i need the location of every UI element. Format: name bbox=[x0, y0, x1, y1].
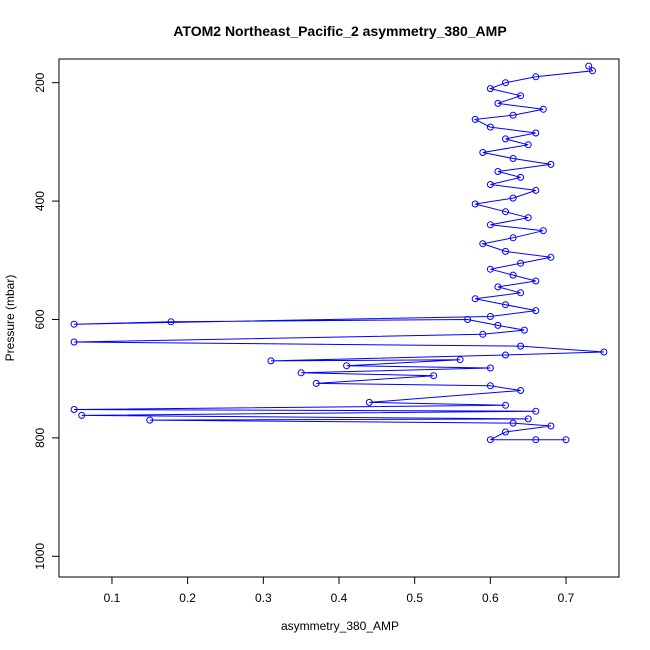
data-point bbox=[524, 214, 532, 222]
data-point bbox=[517, 342, 525, 350]
data-point bbox=[562, 436, 570, 444]
plot-frame bbox=[58, 58, 620, 578]
y-tick-label: 200 bbox=[33, 72, 47, 92]
data-point bbox=[70, 406, 78, 413]
x-axis-label: asymmetry_380_AMP bbox=[281, 619, 399, 633]
data-point bbox=[494, 99, 502, 107]
data-point bbox=[78, 411, 86, 419]
data-point bbox=[486, 265, 494, 273]
data-point bbox=[494, 168, 502, 175]
data-point bbox=[532, 186, 540, 194]
data-point bbox=[539, 105, 547, 113]
x-tick-label: 0.7 bbox=[558, 591, 575, 605]
data-point bbox=[509, 111, 517, 119]
data-point bbox=[486, 382, 494, 390]
data-point bbox=[532, 407, 540, 415]
x-tick-label: 0.5 bbox=[406, 591, 423, 605]
series-line bbox=[74, 65, 604, 441]
data-point bbox=[479, 149, 487, 156]
x-axis: 0.1 0.2 0.3 0.4 0.5 0.6 0.7 bbox=[104, 577, 575, 605]
data-point bbox=[486, 123, 494, 131]
data-point bbox=[589, 67, 596, 75]
y-tick-label: 400 bbox=[33, 191, 47, 211]
x-tick-label: 0.4 bbox=[331, 591, 348, 605]
data-point bbox=[509, 419, 517, 427]
data-point bbox=[70, 338, 78, 346]
data-point bbox=[486, 313, 494, 320]
data-point bbox=[471, 115, 479, 123]
data-point bbox=[502, 351, 509, 359]
data-point bbox=[312, 379, 320, 387]
data-point bbox=[486, 181, 494, 188]
data-point bbox=[430, 372, 438, 380]
data-point bbox=[600, 348, 608, 356]
data-point bbox=[532, 277, 540, 285]
data-point bbox=[547, 422, 555, 430]
data-point bbox=[456, 356, 464, 364]
data-point bbox=[524, 415, 532, 423]
data-point bbox=[502, 135, 509, 143]
data-point bbox=[486, 85, 494, 93]
data-point bbox=[297, 369, 305, 377]
data-point bbox=[547, 253, 555, 261]
data-point bbox=[167, 318, 175, 326]
data-point bbox=[517, 259, 525, 267]
data-point bbox=[517, 173, 525, 181]
series-layer bbox=[70, 62, 608, 444]
data-point bbox=[502, 428, 509, 436]
x-tick-label: 0.2 bbox=[179, 591, 196, 605]
data-point bbox=[70, 320, 78, 328]
data-point bbox=[532, 307, 540, 315]
data-point bbox=[471, 200, 479, 208]
data-point bbox=[539, 227, 547, 235]
data-point bbox=[509, 271, 517, 279]
data-point bbox=[524, 141, 532, 149]
y-tick-label: 800 bbox=[33, 428, 47, 448]
data-point bbox=[517, 289, 525, 297]
data-point bbox=[486, 364, 494, 372]
data-point bbox=[502, 401, 509, 409]
y-axis-label: Pressure (mbar) bbox=[3, 275, 17, 362]
data-point bbox=[517, 387, 525, 394]
data-point bbox=[486, 436, 494, 444]
data-point bbox=[509, 234, 517, 242]
data-point bbox=[547, 160, 555, 168]
data-point bbox=[471, 295, 479, 303]
data-point bbox=[502, 79, 509, 87]
y-axis: 200 400 600 800 1000 bbox=[33, 72, 59, 570]
data-point bbox=[502, 208, 509, 216]
x-tick-label: 0.3 bbox=[255, 591, 272, 605]
data-point bbox=[343, 362, 351, 370]
data-point bbox=[479, 330, 487, 338]
data-point bbox=[494, 321, 502, 329]
data-point bbox=[479, 240, 487, 248]
data-point bbox=[509, 155, 517, 162]
data-point bbox=[502, 247, 509, 255]
data-point bbox=[532, 129, 540, 137]
data-point bbox=[494, 283, 502, 291]
data-point bbox=[517, 92, 525, 100]
y-tick-label: 600 bbox=[33, 309, 47, 329]
data-point bbox=[365, 398, 373, 406]
data-point bbox=[502, 301, 509, 309]
data-point bbox=[464, 316, 472, 323]
x-tick-label: 0.1 bbox=[104, 591, 121, 605]
y-tick-label: 1000 bbox=[33, 543, 47, 570]
chart-title: ATOM2 Northeast_Pacific_2 asymmetry_380_… bbox=[173, 23, 506, 39]
data-point bbox=[585, 62, 593, 70]
x-tick-label: 0.6 bbox=[482, 591, 499, 605]
data-point bbox=[532, 436, 540, 444]
data-point bbox=[146, 416, 154, 424]
data-point bbox=[520, 326, 528, 334]
data-point bbox=[267, 357, 275, 365]
data-point bbox=[486, 221, 494, 229]
data-point bbox=[532, 73, 540, 81]
data-point bbox=[509, 194, 517, 202]
